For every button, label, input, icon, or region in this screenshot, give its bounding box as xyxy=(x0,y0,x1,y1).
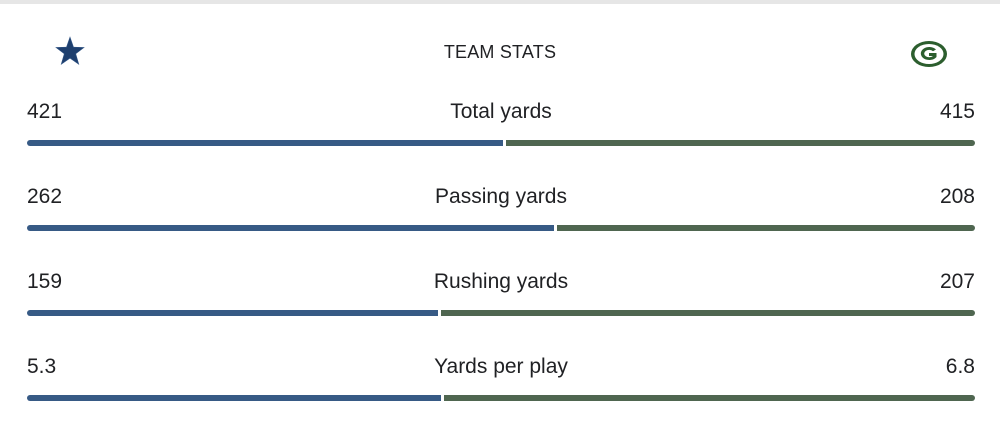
stat-comparison-bar xyxy=(27,225,975,231)
g-logo-icon xyxy=(910,40,948,68)
stat-label: Yards per play xyxy=(434,355,568,378)
away-bar-segment xyxy=(27,395,441,401)
stat-row: 5.3 Yards per play 6.8 xyxy=(27,355,975,425)
away-stat-value: 262 xyxy=(27,185,63,208)
away-bar-segment xyxy=(27,140,503,146)
stat-comparison-bar xyxy=(27,395,975,401)
stat-comparison-bar xyxy=(27,140,975,146)
stat-comparison-bar xyxy=(27,310,975,316)
home-bar-segment xyxy=(506,140,975,146)
bar-divider xyxy=(503,140,506,146)
home-stat-value: 207 xyxy=(939,270,975,293)
home-bar-segment xyxy=(557,225,975,231)
home-bar-segment xyxy=(441,310,975,316)
page-title: TEAM STATS xyxy=(443,42,557,62)
stat-row: 159 Rushing yards 207 xyxy=(27,270,975,340)
away-stat-value: 159 xyxy=(27,270,63,293)
team-stats-header: TEAM STATS xyxy=(0,4,1000,100)
home-stat-value: 6.8 xyxy=(945,355,975,378)
away-bar-segment xyxy=(27,225,554,231)
bar-divider xyxy=(554,225,557,231)
bar-divider xyxy=(438,310,441,316)
bar-divider xyxy=(441,395,444,401)
stat-label: Passing yards xyxy=(435,185,567,208)
star-icon xyxy=(52,33,88,68)
home-bar-segment xyxy=(444,395,975,401)
home-stat-value: 415 xyxy=(939,100,975,123)
home-stat-value: 208 xyxy=(939,185,975,208)
stat-label: Rushing yards xyxy=(433,270,569,293)
away-bar-segment xyxy=(27,310,438,316)
away-stat-value: 5.3 xyxy=(27,355,57,378)
stat-row: 262 Passing yards 208 xyxy=(27,185,975,255)
away-stat-value: 421 xyxy=(27,100,63,123)
stat-row: 421 Total yards 415 xyxy=(27,100,975,170)
stat-label: Total yards xyxy=(450,100,552,123)
